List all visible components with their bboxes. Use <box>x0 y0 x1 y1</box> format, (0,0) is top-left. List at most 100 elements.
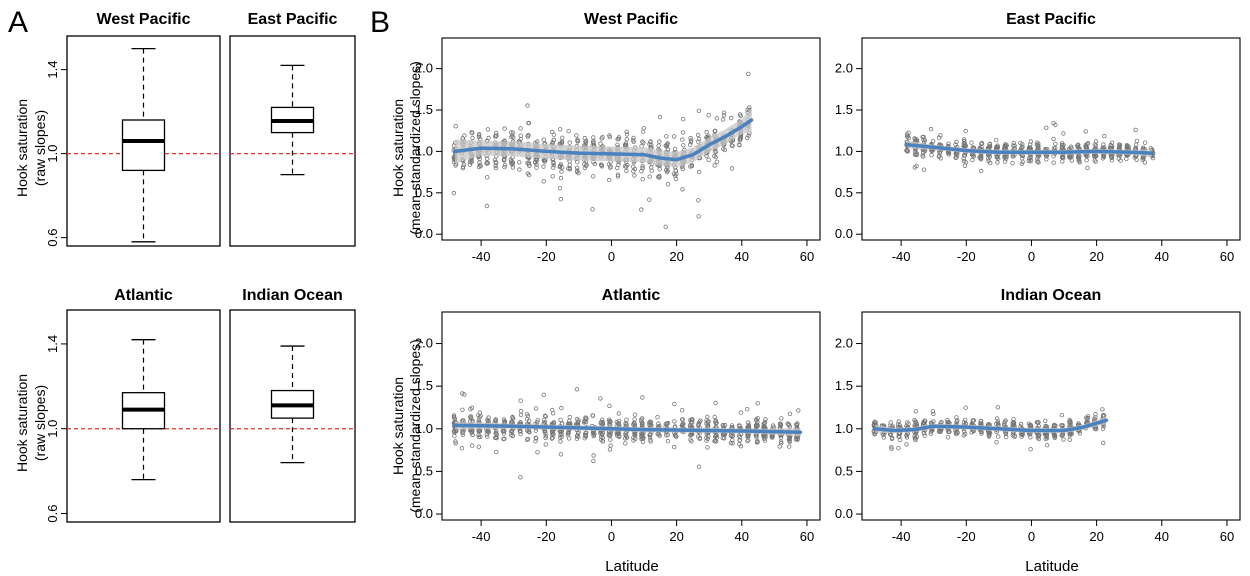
data-point <box>1051 120 1056 126</box>
y-tick-label: 1.0 <box>415 421 433 436</box>
data-point <box>557 186 563 191</box>
data-point <box>525 413 531 419</box>
data-point <box>639 169 644 174</box>
data-point <box>527 418 532 423</box>
data-point <box>486 430 491 435</box>
data-point <box>904 442 909 447</box>
data-point <box>543 435 548 441</box>
data-point <box>913 152 919 157</box>
data-point <box>1083 129 1088 134</box>
x-tick-label: 20 <box>669 529 683 544</box>
data-point <box>617 434 622 440</box>
data-point <box>518 475 523 480</box>
data-point <box>712 148 718 154</box>
data-point <box>1061 131 1066 136</box>
data-point <box>641 435 646 440</box>
data-point <box>1094 153 1099 159</box>
x-tick-label: -20 <box>537 249 556 264</box>
data-point <box>889 436 895 442</box>
data-point <box>713 433 719 438</box>
data-point <box>656 421 661 426</box>
data-point <box>786 444 792 449</box>
y-tick-label: 1.5 <box>415 102 433 117</box>
data-point <box>730 434 735 439</box>
data-point <box>1117 142 1123 148</box>
data-point <box>632 412 638 417</box>
y-tick-label: 1.0 <box>415 143 433 158</box>
x-tick-label: -40 <box>472 249 491 264</box>
data-point <box>688 138 694 143</box>
data-point <box>533 160 538 165</box>
y-tick-label: 1.0 <box>835 143 853 158</box>
data-point <box>779 416 784 421</box>
data-point <box>623 141 629 146</box>
data-point <box>995 160 1000 165</box>
data-point <box>995 405 1001 410</box>
data-point <box>928 429 934 434</box>
data-point <box>1117 145 1122 150</box>
data-point <box>722 422 728 428</box>
data-point <box>1044 443 1050 448</box>
x-tick-label: -40 <box>472 529 491 544</box>
data-point <box>518 431 523 437</box>
data-point <box>518 133 523 138</box>
data-point <box>599 136 604 141</box>
data-point <box>655 415 660 420</box>
data-point <box>674 434 679 439</box>
data-point <box>978 418 984 424</box>
data-point <box>477 162 483 168</box>
data-point <box>1020 159 1025 165</box>
data-point <box>688 139 694 145</box>
data-point <box>477 415 482 420</box>
data-point <box>575 165 580 170</box>
data-point <box>714 439 719 444</box>
data-point <box>978 421 984 426</box>
data-point <box>640 129 646 134</box>
data-point <box>1142 140 1148 145</box>
data-point <box>640 176 645 182</box>
smooth-line <box>905 143 1154 155</box>
data-point <box>738 136 744 141</box>
data-point <box>1018 140 1023 146</box>
scatter-title-indian-ocean: Indian Ocean <box>1001 287 1101 304</box>
data-point <box>477 410 482 415</box>
data-point <box>641 126 646 131</box>
data-point <box>704 153 709 159</box>
box-frame-atlantic <box>66 309 221 523</box>
data-point <box>598 396 603 401</box>
data-point <box>713 154 719 160</box>
data-point <box>971 154 976 159</box>
data-point <box>680 137 685 142</box>
data-point <box>493 418 498 423</box>
data-point <box>1133 127 1138 133</box>
box-title-west-pacific: West Pacific <box>97 11 191 28</box>
data-point <box>459 446 465 451</box>
data-point <box>641 140 646 145</box>
box-y-label-top-1: Hook saturation <box>14 99 30 197</box>
data-point <box>962 163 968 168</box>
data-point <box>575 433 580 438</box>
data-point <box>754 417 759 422</box>
data-point <box>961 433 966 438</box>
y-tick-label: 2.0 <box>835 336 853 351</box>
y-tick-label: 0.0 <box>415 226 433 241</box>
data-point <box>517 429 523 434</box>
data-point <box>673 168 679 174</box>
data-point <box>477 131 482 137</box>
data-point <box>928 126 934 132</box>
data-point <box>453 441 458 446</box>
x-tick-label: 0 <box>1028 529 1035 544</box>
data-point <box>672 419 677 424</box>
box-title-indian-ocean: Indian Ocean <box>242 287 342 304</box>
data-point <box>607 420 612 425</box>
data-point <box>1010 421 1015 426</box>
data-point <box>541 164 546 169</box>
data-point <box>994 144 999 149</box>
data-point <box>729 166 735 171</box>
data-point <box>566 436 572 441</box>
data-point <box>913 437 918 443</box>
x-tick-label: -20 <box>957 249 976 264</box>
data-point <box>688 135 693 141</box>
data-point <box>1028 154 1033 160</box>
y-tick-label: 0.0 <box>835 226 853 241</box>
